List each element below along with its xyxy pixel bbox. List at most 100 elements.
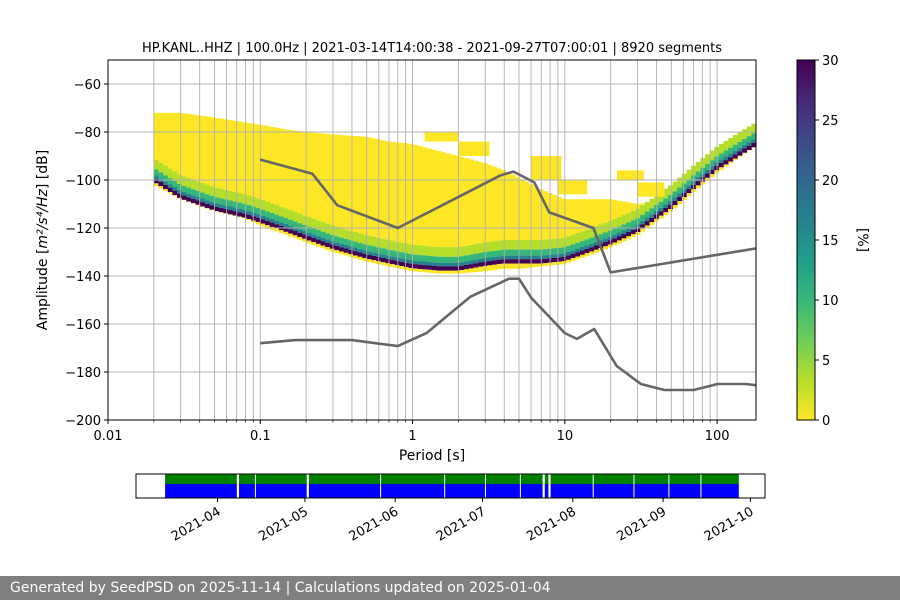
heat-cell xyxy=(172,187,178,191)
heat-cell xyxy=(427,265,433,270)
heat-cell xyxy=(214,197,220,204)
heat-cell xyxy=(617,236,623,241)
heat-cell xyxy=(663,198,669,205)
heat-cell xyxy=(181,191,187,196)
heat-cell xyxy=(241,203,247,210)
heat-cell xyxy=(635,232,641,235)
heat-cell xyxy=(705,154,711,164)
heat-cell xyxy=(329,244,335,249)
heat-cell xyxy=(297,213,303,224)
heat-cell xyxy=(302,230,308,235)
heat-cell xyxy=(283,231,289,235)
heat-cell xyxy=(325,133,331,224)
heat-cell xyxy=(218,198,224,205)
heat-cell xyxy=(570,199,576,235)
heat-cell xyxy=(644,225,650,229)
heat-cell xyxy=(181,113,187,177)
heat-cell xyxy=(640,228,646,232)
heat-cell xyxy=(292,231,298,236)
heat-cell xyxy=(751,123,756,134)
heat-cell xyxy=(612,218,618,229)
heat-cell xyxy=(746,142,752,146)
heat-cell xyxy=(218,188,224,199)
heat-cell xyxy=(667,195,674,202)
heat-cell xyxy=(274,220,280,225)
heat-cell xyxy=(579,246,586,251)
heat-cell xyxy=(616,170,644,180)
heat-cell xyxy=(445,153,451,248)
heat-cell xyxy=(348,240,354,247)
heat-cell xyxy=(390,264,396,268)
heat-cell xyxy=(667,204,674,210)
heat-cell xyxy=(459,270,465,274)
timeline-tick-label: 2021-04 xyxy=(169,504,224,544)
heat-cell xyxy=(496,240,502,251)
heat-cell xyxy=(343,244,349,249)
heat-cell xyxy=(195,196,201,201)
heat-cell xyxy=(621,201,627,215)
heat-cell xyxy=(237,193,243,203)
heat-cell xyxy=(278,230,284,234)
heat-cell xyxy=(348,230,354,241)
heat-cell xyxy=(519,240,525,250)
heat-cell xyxy=(695,161,701,172)
heat-cell xyxy=(348,246,354,250)
heat-cell xyxy=(339,243,345,248)
heat-cell xyxy=(348,249,354,255)
heat-cell xyxy=(445,270,451,274)
heat-cell xyxy=(635,218,641,225)
heat-cell xyxy=(200,182,206,193)
noise-model-nlnm xyxy=(260,277,756,392)
heat-cell xyxy=(593,226,599,236)
heat-cell xyxy=(403,253,409,260)
heat-cell xyxy=(431,270,437,274)
heat-cell xyxy=(255,124,261,199)
chart-title: HP.KANL..HHZ | 100.0Hz | 2021-03-14T14:0… xyxy=(142,41,722,56)
heat-cell xyxy=(357,248,363,253)
heat-cell xyxy=(501,255,507,260)
heat-cell xyxy=(556,257,562,262)
heat-cell xyxy=(459,246,465,257)
heat-cell xyxy=(325,242,331,248)
heat-cell xyxy=(561,247,567,254)
heat-cell xyxy=(542,258,548,264)
heat-cell xyxy=(190,198,196,204)
heat-cell xyxy=(556,261,562,265)
heat-cell xyxy=(649,208,655,215)
heat-cell xyxy=(408,254,414,261)
heat-cell xyxy=(584,199,590,230)
heat-cell xyxy=(677,177,683,188)
heat-cell xyxy=(570,253,576,259)
heat-cell xyxy=(283,227,289,232)
heat-cell xyxy=(681,183,687,190)
heat-cell xyxy=(353,135,359,232)
heat-cell xyxy=(473,160,479,245)
heat-cell xyxy=(274,224,280,229)
heat-cell xyxy=(672,181,678,192)
heat-cell xyxy=(390,256,396,260)
heat-cell xyxy=(311,234,317,238)
heat-cell xyxy=(640,224,646,229)
heat-cell xyxy=(556,238,562,248)
heat-cell xyxy=(496,256,502,260)
heat-cell xyxy=(603,246,609,250)
heat-cell xyxy=(501,259,507,264)
heat-cell xyxy=(575,199,581,234)
heat-cell xyxy=(329,240,335,245)
heat-cell xyxy=(649,214,655,218)
heat-cell xyxy=(566,245,572,252)
y-tick-label: −100 xyxy=(65,174,101,189)
heat-cell xyxy=(223,119,229,190)
heat-cell xyxy=(617,232,623,237)
heat-cell xyxy=(255,222,261,225)
heat-cell xyxy=(153,179,159,184)
heat-cell xyxy=(686,193,692,197)
heat-cell xyxy=(515,176,521,240)
heat-cell xyxy=(441,247,447,257)
heat-cell xyxy=(612,238,618,243)
heat-cell xyxy=(366,259,372,263)
heat-cell xyxy=(505,263,511,269)
heat-cell xyxy=(459,256,465,263)
colorbar-tick-label: 0 xyxy=(822,414,830,429)
